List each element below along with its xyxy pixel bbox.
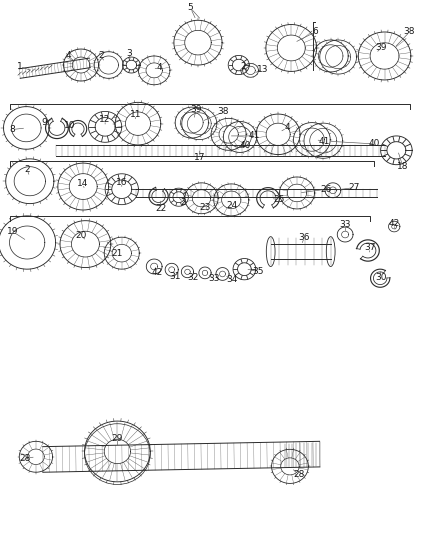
Text: 39: 39 <box>191 105 202 114</box>
Text: 28: 28 <box>293 470 304 479</box>
Text: 32: 32 <box>187 273 198 282</box>
Text: 21: 21 <box>112 249 123 257</box>
Text: 4: 4 <box>284 124 290 132</box>
Text: 8: 8 <box>9 125 15 134</box>
Text: 2: 2 <box>98 52 103 60</box>
Text: 10: 10 <box>64 121 75 130</box>
Text: 34: 34 <box>226 275 238 284</box>
Text: 12: 12 <box>99 116 111 124</box>
Text: 2: 2 <box>25 165 30 174</box>
Text: 27: 27 <box>348 183 360 192</box>
Text: 6: 6 <box>312 28 318 36</box>
Text: 20: 20 <box>75 231 87 240</box>
Text: 30: 30 <box>375 273 387 281</box>
Text: 14: 14 <box>77 180 88 188</box>
Text: 4: 4 <box>157 63 162 72</box>
Text: 39: 39 <box>375 44 387 52</box>
Text: 41: 41 <box>318 137 330 146</box>
Text: 9: 9 <box>41 118 47 127</box>
Text: 33: 33 <box>339 221 351 229</box>
Text: 41: 41 <box>248 132 260 140</box>
Text: 38: 38 <box>218 108 229 116</box>
Text: 3: 3 <box>126 49 132 58</box>
Text: 17: 17 <box>194 153 205 161</box>
Text: 13: 13 <box>257 65 268 74</box>
Text: 31: 31 <box>170 272 181 280</box>
Text: 38: 38 <box>404 28 415 36</box>
Text: 4: 4 <box>65 52 71 60</box>
Text: 11: 11 <box>130 110 141 119</box>
Text: 2: 2 <box>240 62 246 71</box>
Text: 36: 36 <box>299 233 310 241</box>
Text: 1: 1 <box>17 62 23 71</box>
Text: 26: 26 <box>321 185 332 193</box>
Text: 35: 35 <box>253 268 264 276</box>
Text: 22: 22 <box>155 205 167 213</box>
Text: 5: 5 <box>187 4 194 12</box>
Text: 40: 40 <box>240 141 251 150</box>
Text: 37: 37 <box>364 244 376 252</box>
Text: 24: 24 <box>226 201 238 209</box>
Text: 29: 29 <box>112 434 123 442</box>
Text: 19: 19 <box>7 228 19 236</box>
Text: 28: 28 <box>20 454 31 463</box>
Text: 42: 42 <box>389 220 400 228</box>
Text: 2: 2 <box>180 198 186 207</box>
Text: 33: 33 <box>208 274 219 282</box>
Text: 23: 23 <box>199 204 211 212</box>
Text: 16: 16 <box>116 178 127 187</box>
Text: 18: 18 <box>397 163 409 171</box>
Text: 42: 42 <box>151 269 162 277</box>
Text: 40: 40 <box>369 140 380 148</box>
Text: 25: 25 <box>274 196 285 204</box>
